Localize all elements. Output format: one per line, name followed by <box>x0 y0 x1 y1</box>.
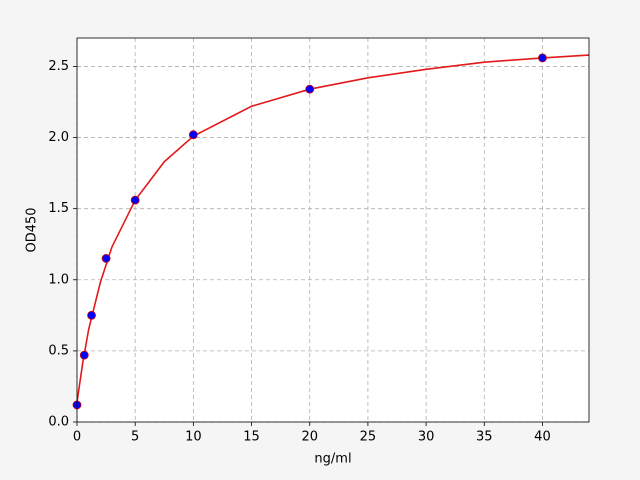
x-axis-label: ng/ml <box>314 452 351 467</box>
data-point <box>305 84 315 94</box>
x-tick-label: 25 <box>360 430 377 445</box>
y-tick-label: 2.5 <box>48 59 69 74</box>
plot-area <box>77 38 589 422</box>
x-tick-label: 5 <box>131 430 139 445</box>
data-point <box>538 53 547 63</box>
x-tick-label: 10 <box>185 430 202 445</box>
y-tick-label: 2.0 <box>48 130 69 145</box>
data-point <box>101 254 111 263</box>
data-point <box>79 350 89 360</box>
x-tick-label: 15 <box>243 430 260 445</box>
x-tick-label: 30 <box>418 430 435 445</box>
x-tick-label: 0 <box>73 430 81 445</box>
y-tick-label: 1.5 <box>48 201 69 216</box>
data-point <box>130 195 140 205</box>
y-tick-label: 1.0 <box>48 272 69 287</box>
x-tick-label: 35 <box>476 430 493 445</box>
y-axis-label: OD450 <box>25 207 40 252</box>
x-tick-label: 40 <box>534 430 551 445</box>
y-tick-label: 0.0 <box>48 415 69 430</box>
y-tick-label: 0.5 <box>48 343 69 358</box>
data-point <box>87 310 96 320</box>
axes-frame <box>76 37 590 423</box>
data-point <box>188 130 198 140</box>
x-tick-label: 20 <box>301 430 318 445</box>
